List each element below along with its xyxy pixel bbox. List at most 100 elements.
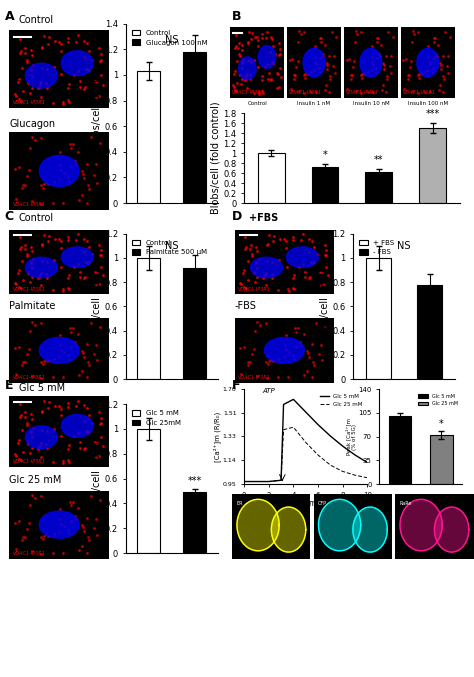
Point xyxy=(162,200,169,211)
Text: NS: NS xyxy=(397,241,411,251)
Text: RaRe: RaRe xyxy=(399,500,411,506)
Point xyxy=(105,309,113,320)
Point xyxy=(235,200,243,211)
Point xyxy=(180,285,188,296)
Circle shape xyxy=(303,48,325,77)
Text: Control: Control xyxy=(247,101,267,106)
Point xyxy=(366,148,374,159)
Point xyxy=(162,0,169,7)
Point xyxy=(343,165,350,175)
Point xyxy=(322,95,329,106)
Glc 25 mM xyxy=(266,477,272,485)
Text: Palmitate: Palmitate xyxy=(9,301,56,311)
Point xyxy=(392,256,400,267)
Point xyxy=(193,156,201,167)
Point xyxy=(138,187,146,198)
Point xyxy=(453,12,460,23)
Point xyxy=(228,57,235,68)
Circle shape xyxy=(264,337,304,363)
Point xyxy=(361,343,368,354)
Glc 25 mM xyxy=(352,471,358,479)
Legend: Glc 5 mM, Glc 25mM: Glc 5 mM, Glc 25mM xyxy=(129,408,183,429)
Bar xyxy=(417,284,442,379)
Glc 25 mM xyxy=(241,477,247,485)
Polygon shape xyxy=(237,500,279,551)
Point xyxy=(453,215,460,225)
Point xyxy=(364,187,371,198)
Point xyxy=(264,155,271,166)
Text: B: B xyxy=(232,10,242,24)
Point xyxy=(264,12,271,22)
Point xyxy=(173,349,180,360)
X-axis label: Time (min): Time (min) xyxy=(285,499,327,508)
Y-axis label: Peak [Ca²⁺]m
(% of 5G): Peak [Ca²⁺]m (% of 5G) xyxy=(346,418,357,455)
Point xyxy=(118,437,125,447)
Text: NS: NS xyxy=(165,35,179,45)
Point xyxy=(139,22,146,33)
Circle shape xyxy=(258,45,276,68)
Point xyxy=(398,183,405,194)
Point xyxy=(251,97,259,108)
Point xyxy=(193,321,201,332)
Glc 5 mM xyxy=(291,395,296,403)
Point xyxy=(105,152,113,162)
Point xyxy=(453,379,460,390)
Point xyxy=(311,0,319,6)
Text: Glc 5 mM: Glc 5 mM xyxy=(19,383,65,393)
Bar xyxy=(257,153,284,203)
Point xyxy=(405,150,412,161)
Point xyxy=(387,301,395,311)
Legend: + FBS, - FBS: + FBS, - FBS xyxy=(356,237,397,258)
Point xyxy=(469,10,474,21)
Text: +FBS: +FBS xyxy=(249,213,278,223)
Point xyxy=(162,364,169,375)
Y-axis label: [Ca²⁺]m (R/R₀): [Ca²⁺]m (R/R₀) xyxy=(213,412,221,462)
Point xyxy=(346,303,353,313)
Circle shape xyxy=(61,51,93,76)
Circle shape xyxy=(39,511,79,538)
Point xyxy=(173,183,180,194)
Text: D: D xyxy=(232,210,243,223)
Text: Insulin 100 nM: Insulin 100 nM xyxy=(408,101,448,106)
Point xyxy=(354,60,362,71)
Bar xyxy=(137,71,160,203)
Point xyxy=(263,89,270,100)
Bar xyxy=(183,267,207,379)
Circle shape xyxy=(39,155,79,186)
Text: ***: *** xyxy=(188,476,202,485)
Point xyxy=(338,155,346,166)
Point xyxy=(453,57,460,68)
Bar xyxy=(137,258,160,379)
Point xyxy=(329,228,337,239)
Point xyxy=(263,255,270,265)
Glc 5 mM xyxy=(241,477,247,485)
Circle shape xyxy=(238,57,256,80)
Polygon shape xyxy=(400,500,442,551)
Point xyxy=(138,349,146,360)
Point xyxy=(263,282,270,292)
Point xyxy=(174,157,182,168)
Point xyxy=(391,69,399,80)
Polygon shape xyxy=(353,507,387,552)
Point xyxy=(461,133,468,144)
Point xyxy=(419,156,426,167)
Text: VDAC1-IP3R1: VDAC1-IP3R1 xyxy=(12,100,46,105)
Text: VDAC1-IP3R1: VDAC1-IP3R1 xyxy=(402,90,435,95)
Text: E: E xyxy=(5,379,13,393)
Point xyxy=(250,107,258,118)
Point xyxy=(460,42,468,53)
Text: CFP: CFP xyxy=(318,500,327,506)
Text: -FBS: -FBS xyxy=(235,301,256,311)
Point xyxy=(118,324,125,335)
Circle shape xyxy=(360,48,382,77)
Point xyxy=(459,80,467,91)
Legend: Glc 5 mM, Glc 25 mM: Glc 5 mM, Glc 25 mM xyxy=(416,392,460,408)
Circle shape xyxy=(417,48,438,77)
Point xyxy=(216,39,223,50)
Circle shape xyxy=(286,247,318,267)
Circle shape xyxy=(26,426,57,449)
Text: ER: ER xyxy=(236,500,243,506)
Point xyxy=(239,143,247,154)
Point xyxy=(338,171,346,181)
Point xyxy=(228,204,235,215)
